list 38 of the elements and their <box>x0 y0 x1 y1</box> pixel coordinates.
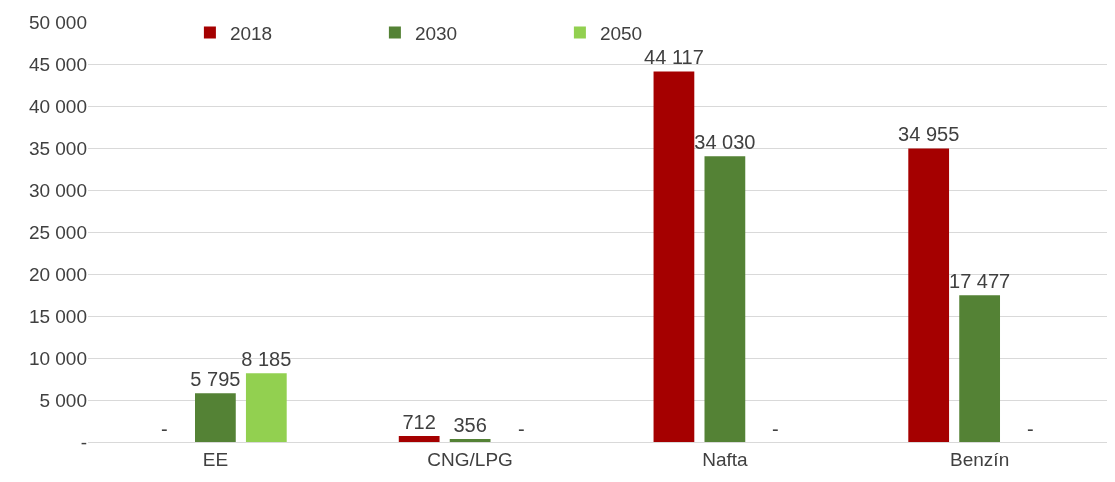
bar <box>398 436 440 442</box>
bar <box>704 156 746 442</box>
bar <box>908 148 950 442</box>
data-label: 356 <box>453 414 487 437</box>
bar <box>245 373 287 442</box>
data-label: 34 030 <box>694 131 756 154</box>
x-tick-label: CNG/LPG <box>427 448 513 470</box>
y-tick-label: 10 000 <box>28 347 87 369</box>
y-tick-label: - <box>80 431 87 453</box>
text: - <box>772 418 779 440</box>
text: - <box>518 418 525 440</box>
y-tick-label: 25 000 <box>28 221 87 243</box>
y-tick-label: 15 000 <box>28 305 87 327</box>
y-tick-label: 50 000 <box>28 11 87 33</box>
text: - <box>161 418 168 440</box>
bar <box>959 295 1001 442</box>
bar <box>195 393 236 442</box>
legend-label: 2050 <box>599 22 643 44</box>
data-label: 5 795 <box>190 368 241 391</box>
y-tick-label: 40 000 <box>28 95 87 117</box>
bar <box>653 71 695 442</box>
y-tick-label: 30 000 <box>28 179 87 201</box>
legend-label: 2030 <box>414 22 458 44</box>
text: - <box>1027 418 1034 440</box>
data-label: 44 117 <box>644 46 704 69</box>
bar <box>449 439 491 442</box>
data-label: 8 185 <box>241 348 292 371</box>
data-label: 17 477 <box>949 270 1011 293</box>
legend-label: 2018 <box>229 22 273 44</box>
x-tick-label: EE <box>202 448 229 470</box>
data-label: 34 955 <box>898 123 960 146</box>
data-label: 712 <box>402 411 436 434</box>
x-tick-label: Nafta <box>702 448 749 470</box>
y-tick-label: 5 000 <box>39 389 87 411</box>
x-tick-label: Benzín <box>950 448 1010 470</box>
y-tick-label: 20 000 <box>28 263 87 285</box>
y-tick-label: 35 000 <box>28 137 87 159</box>
y-tick-label: 45 000 <box>28 53 87 75</box>
